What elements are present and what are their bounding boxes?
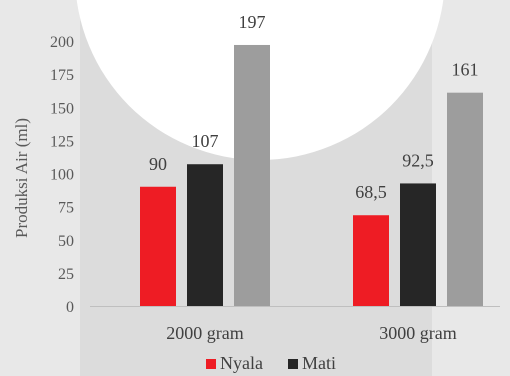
y-tick-label: 50 xyxy=(58,233,74,250)
y-tick-label: 100 xyxy=(50,167,74,184)
data-label: 90 xyxy=(149,154,167,174)
bar xyxy=(140,186,176,306)
y-tick-label: 200 xyxy=(50,34,74,51)
data-label: 92,5 xyxy=(402,150,434,170)
y-tick-label: 0 xyxy=(66,299,74,316)
x-category-label: 2000 gram xyxy=(166,323,243,343)
legend-label: Mati xyxy=(302,353,336,373)
y-tick-label: 75 xyxy=(58,200,74,217)
bar xyxy=(447,92,483,306)
bar xyxy=(400,183,436,306)
legend-swatch xyxy=(206,359,216,369)
y-tick-label: 25 xyxy=(58,266,74,283)
legend-swatch xyxy=(288,359,298,369)
y-tick-label: 175 xyxy=(50,67,74,84)
y-axis-title: Produksi Air (ml) xyxy=(12,118,31,238)
bar xyxy=(353,215,389,306)
data-label: 68,5 xyxy=(355,182,387,202)
legend-label: Nyala xyxy=(220,353,263,373)
bar xyxy=(187,164,223,306)
y-tick-label: 125 xyxy=(50,133,74,150)
x-category-label: 3000 gram xyxy=(379,323,456,343)
y-tick-label: 150 xyxy=(50,100,74,117)
data-label: 161 xyxy=(452,60,479,80)
data-label: 197 xyxy=(239,12,266,32)
bar xyxy=(234,44,270,306)
data-label: 107 xyxy=(192,131,219,151)
